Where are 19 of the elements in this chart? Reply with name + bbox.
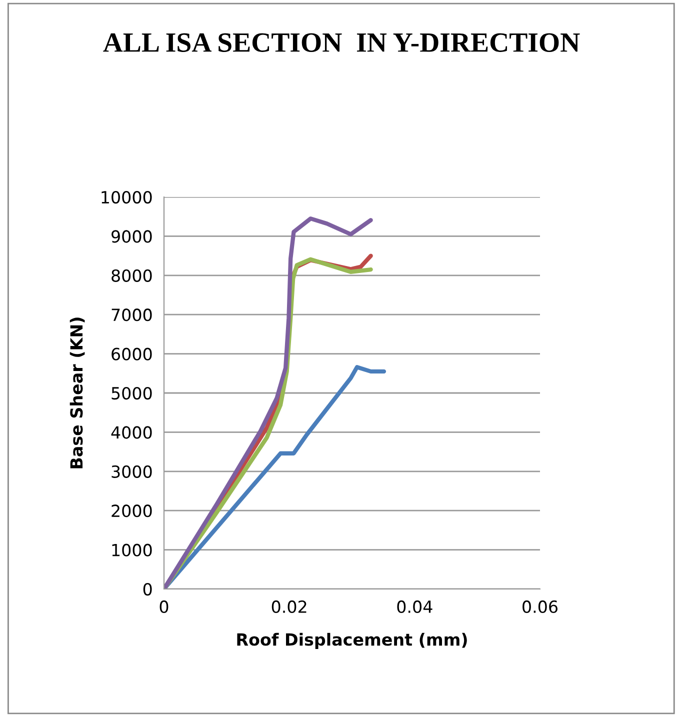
y-tick-label: 0	[143, 582, 152, 596]
y-tick-label: 9000	[112, 230, 152, 243]
y-axis-title: Base Shear (KN)	[70, 318, 85, 468]
x-tick-label: 0.02	[272, 600, 306, 614]
y-tick-label: 5000	[112, 386, 152, 400]
y-tick-label: 7000	[112, 308, 152, 322]
chart-title: ALL ISA SECTION IN Y-DIRECTION	[103, 33, 580, 52]
x-tick-label: 0.04	[397, 600, 432, 614]
y-tick-label: 4000	[111, 426, 152, 439]
x-tick-label: 0	[160, 600, 168, 614]
line-series	[164, 365, 386, 589]
y-tick-label: 2000	[112, 504, 152, 518]
x-axis-title: Roof Displacement (mm)	[237, 632, 467, 650]
x-tick-label: 0.06	[522, 600, 558, 614]
y-tick-label: 1000	[112, 544, 152, 556]
y-tick-label: 3000	[112, 465, 152, 478]
y-tick-label: 10000	[102, 190, 152, 204]
y-tick-label: 6000	[112, 348, 152, 360]
y-tick-label: 8000	[112, 269, 152, 282]
